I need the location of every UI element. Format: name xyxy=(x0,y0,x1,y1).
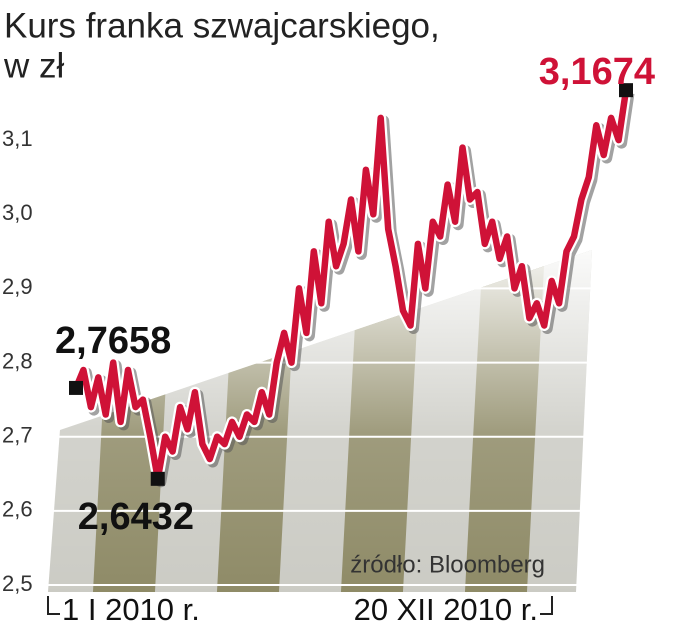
point-marker xyxy=(150,471,165,486)
point-marker xyxy=(69,380,83,395)
line xyxy=(72,89,630,483)
grid xyxy=(40,139,600,586)
y-tick-label: 3,0 xyxy=(2,200,33,225)
value-label: 2,6432 xyxy=(78,496,194,538)
y-tick-label: 2,6 xyxy=(2,497,33,522)
x-tick-label: 20 XII 2010 r. xyxy=(354,592,538,627)
y-tick-label: 2,9 xyxy=(2,274,33,299)
y-tick-label: 2,5 xyxy=(2,571,33,596)
axis-bracket xyxy=(47,596,553,615)
y-tick-label: 2,7 xyxy=(2,423,33,448)
chart-subtitle: w zł xyxy=(3,46,65,85)
source: źródło: Bloomberg xyxy=(350,551,545,578)
y-tick-label: 3,1 xyxy=(2,126,33,151)
chart-title: Kurs franka szwajcarskiego, xyxy=(4,6,440,45)
value-label: 3,1674 xyxy=(539,51,655,93)
point-marker xyxy=(619,83,633,98)
x-tick-label: 1 I 2010 r. xyxy=(62,592,200,627)
value-label: 2,7658 xyxy=(55,320,171,362)
y-tick-label: 2,8 xyxy=(2,348,33,373)
